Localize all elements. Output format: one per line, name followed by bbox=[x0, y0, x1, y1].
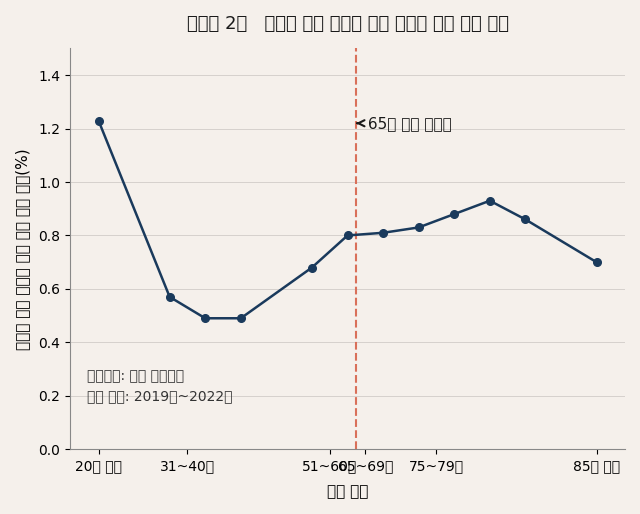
Text: 65세 이상 고령층: 65세 이상 고령층 bbox=[357, 116, 452, 131]
X-axis label: 연령 계층: 연령 계층 bbox=[327, 484, 368, 499]
Y-axis label: 자동차 면허 소지자 대비 사고 건수 비율(%): 자동차 면허 소지자 대비 사고 건수 비율(%) bbox=[15, 148, 30, 350]
Title: 《그림 2》   자동차 면허 소지자 대비 가해자 사고 건수 비율: 《그림 2》 자동차 면허 소지자 대비 가해자 사고 건수 비율 bbox=[186, 15, 509, 33]
Text: 통제변수: 연도 고정효과
분석 기간: 2019년~2022년: 통제변수: 연도 고정효과 분석 기간: 2019년~2022년 bbox=[86, 369, 232, 403]
